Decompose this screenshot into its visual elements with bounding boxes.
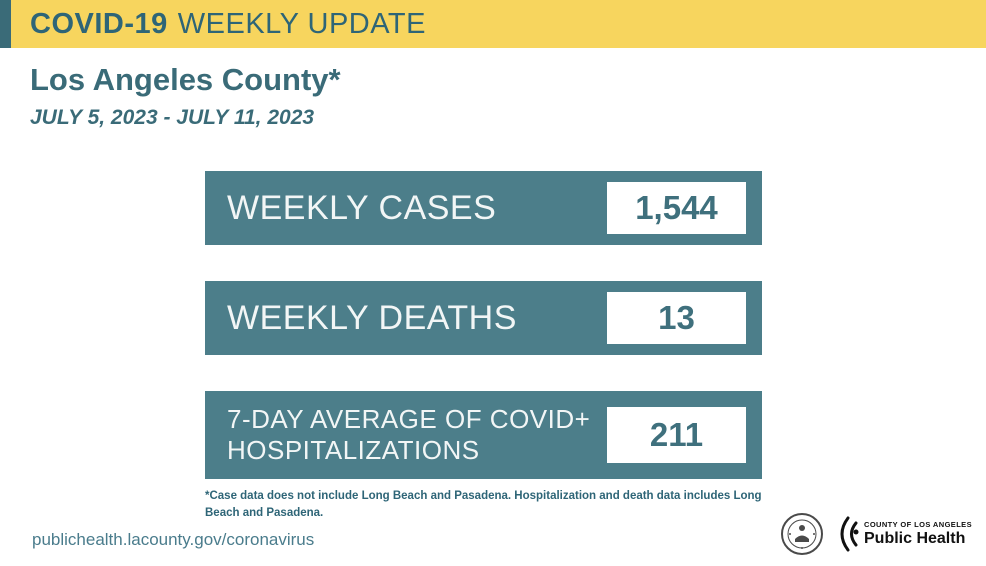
- logo-text-public-health: Public Health: [864, 530, 966, 547]
- stat-value: 1,544: [607, 182, 746, 234]
- stat-label: 7-DAY AVERAGE OF COVID+ HOSPITALIZATIONS: [227, 403, 591, 465]
- logo-text-county: County of Los Angeles: [864, 520, 972, 529]
- stat-value: 13: [607, 292, 746, 344]
- banner-title-rest: WEEKLY UPDATE: [177, 7, 426, 40]
- page-title: Los Angeles County*: [30, 62, 341, 97]
- footnote: *Case data does not include Long Beach a…: [205, 490, 762, 520]
- la-county-seal-icon: [781, 513, 823, 555]
- stat-card-weekly-deaths: WEEKLY DEATHS 13: [205, 281, 762, 355]
- stat-label: WEEKLY CASES: [227, 188, 497, 227]
- left-accent-stripe: [0, 0, 11, 48]
- public-health-logo-icon: [840, 516, 859, 552]
- stat-label: WEEKLY DEATHS: [227, 298, 517, 337]
- stat-card-hospitalizations: 7-DAY AVERAGE OF COVID+ HOSPITALIZATIONS…: [205, 391, 762, 479]
- stats-cards: WEEKLY CASES 1,544 WEEKLY DEATHS 13 7-DA…: [205, 171, 762, 479]
- stat-value: 211: [607, 407, 746, 463]
- public-health-logo-text: County of Los Angeles Public Health: [864, 520, 972, 548]
- stat-card-weekly-cases: WEEKLY CASES 1,544: [205, 171, 762, 245]
- footer-url-link[interactable]: publichealth.lacounty.gov/coronavirus: [32, 530, 315, 549]
- banner-title-bold: COVID-19: [30, 7, 168, 40]
- footer-logos: County of Los Angeles Public Health: [780, 512, 972, 556]
- date-range: JULY 5, 2023 - JULY 11, 2023: [30, 106, 315, 129]
- public-health-logo: County of Los Angeles Public Health: [834, 514, 972, 554]
- top-banner: COVID-19 WEEKLY UPDATE: [0, 0, 986, 48]
